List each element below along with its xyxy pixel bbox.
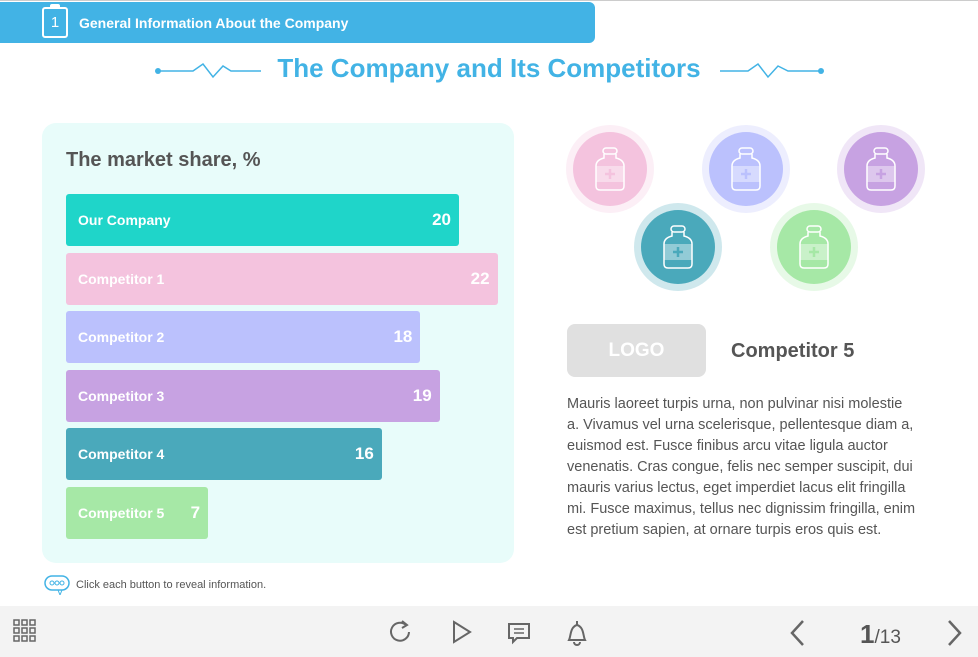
play-icon[interactable] <box>451 619 473 645</box>
total-pages: /13 <box>874 627 901 648</box>
previous-slide-icon[interactable] <box>787 619 807 647</box>
medicine-bottle-icon <box>595 147 625 191</box>
bar-competitor-2[interactable]: Competitor 2 18 <box>66 311 421 364</box>
bar-value: 18 <box>393 327 413 347</box>
bar-label: Competitor 1 <box>78 270 165 287</box>
clipboard-icon: 1 <box>42 4 68 38</box>
next-slide-icon[interactable] <box>945 619 965 647</box>
competitor-3-button[interactable] <box>837 125 925 213</box>
bar-label: Competitor 2 <box>78 329 165 346</box>
current-page: 1 <box>860 619 875 649</box>
bar-value: 19 <box>412 385 432 405</box>
bar-value: 16 <box>354 444 374 464</box>
bell-icon[interactable] <box>564 619 590 647</box>
page-title: The Company and Its Competitors <box>277 53 701 83</box>
bar-value: 22 <box>470 268 490 288</box>
speech-bubble-icon <box>44 575 70 595</box>
bar-label: Competitor 4 <box>78 446 165 463</box>
bar-label: Our Company <box>78 212 171 228</box>
bar-competitor-3[interactable]: Competitor 3 19 <box>66 369 440 422</box>
medicine-bottle-icon <box>799 225 829 269</box>
bar-our-company[interactable]: Our Company 20 <box>66 194 459 246</box>
zigzag-decoration-icon <box>720 62 824 79</box>
zigzag-decoration-icon <box>155 62 261 79</box>
medicine-bottle-icon <box>866 147 896 191</box>
competitor-description: Mauris laoreet turpis urna, non pulvinar… <box>567 396 916 538</box>
competitor-1-button[interactable] <box>566 125 654 213</box>
section-title: General Information About the Company <box>79 14 349 31</box>
bar-label: Competitor 3 <box>78 387 165 404</box>
bar-label: Competitor 5 <box>78 505 165 521</box>
competitor-2-button[interactable] <box>702 125 790 213</box>
medicine-bottle-icon <box>731 147 761 191</box>
bar-value: 7 <box>190 503 201 522</box>
bar-competitor-5[interactable]: Competitor 5 7 <box>66 487 209 539</box>
competitor-name: Competitor 5 <box>731 340 855 362</box>
step-number: 1 <box>50 14 60 31</box>
chart-title: The market share, % <box>66 149 261 171</box>
menu-grid-icon[interactable] <box>13 619 37 643</box>
hint-text: Click each button to reveal information. <box>76 579 267 591</box>
competitor-4-button[interactable] <box>634 203 722 291</box>
bar-competitor-1[interactable]: Competitor 1 22 <box>66 252 498 305</box>
section-header: 1 General Information About the Company <box>0 2 595 43</box>
page-counter: 1/13 <box>860 619 901 650</box>
captions-icon[interactable] <box>507 619 531 645</box>
competitor-5-button[interactable] <box>770 203 858 291</box>
medicine-bottle-icon <box>663 225 693 269</box>
bar-value: 20 <box>432 210 451 229</box>
replay-icon[interactable] <box>389 619 413 645</box>
player-toolbar: 1/13 <box>0 606 978 657</box>
hint: Click each button to reveal information. <box>44 575 266 595</box>
competitor-logo: LOGO <box>567 324 706 377</box>
bar-competitor-4[interactable]: Competitor 4 16 <box>66 428 382 481</box>
